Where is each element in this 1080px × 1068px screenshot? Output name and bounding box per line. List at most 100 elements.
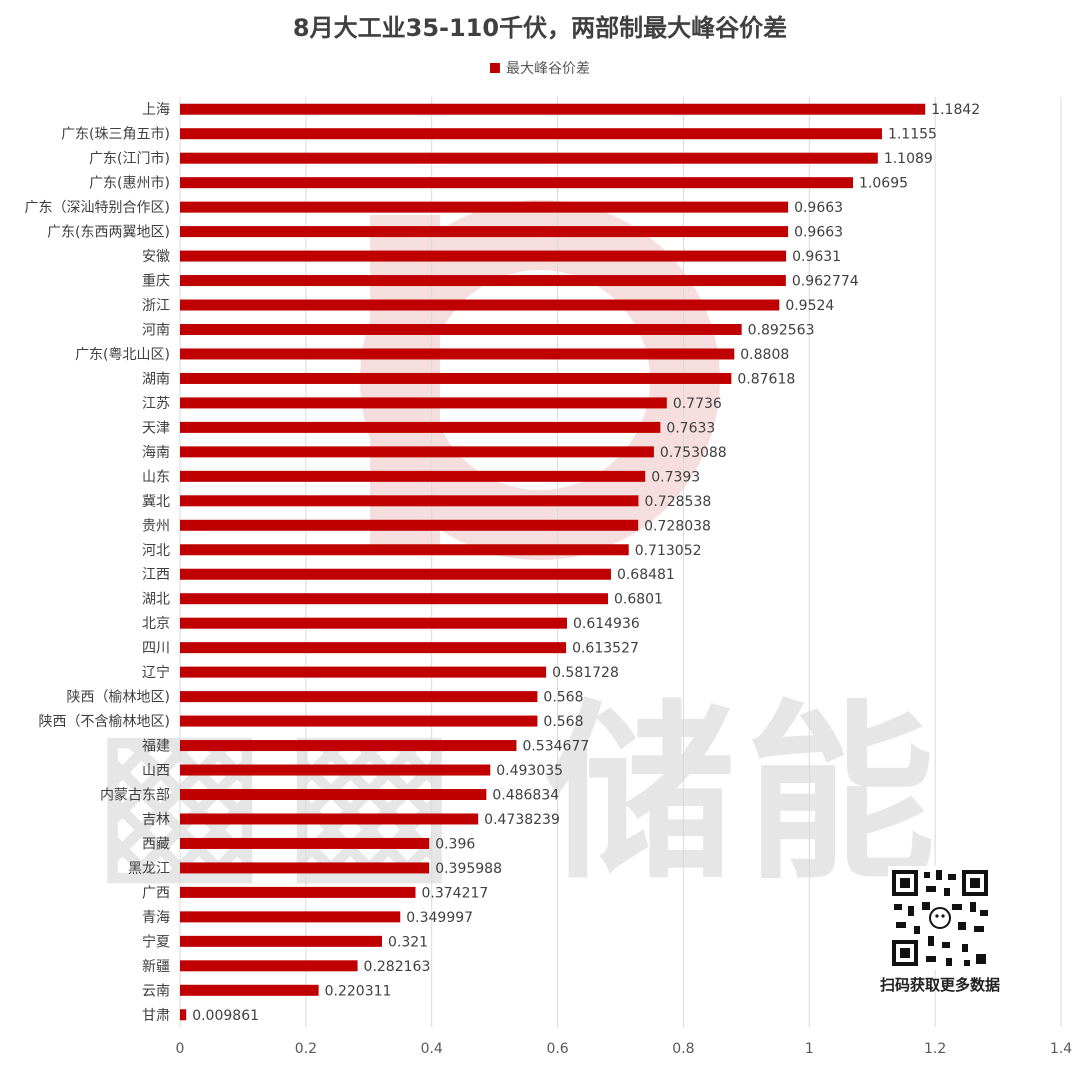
category-label: 内蒙古东部 [100, 788, 170, 804]
bar [180, 226, 789, 238]
data-label: 0.581728 [552, 665, 619, 681]
bar [180, 201, 789, 213]
category-label: 北京 [142, 616, 170, 632]
data-label: 0.6801 [614, 592, 663, 608]
category-label: 山西 [142, 763, 170, 779]
data-label: 0.4738239 [484, 812, 560, 828]
data-label: 0.613527 [572, 641, 639, 657]
x-tick-label: 1.4 [1050, 1041, 1072, 1057]
bar [180, 960, 358, 972]
bar [180, 666, 547, 678]
category-label: 湖南 [142, 371, 170, 387]
category-label: 黑龙江 [128, 861, 170, 877]
x-tick-label: 0.6 [546, 1041, 568, 1057]
category-label: 上海 [142, 102, 170, 118]
legend-label: 最大峰谷价差 [506, 61, 590, 77]
category-label: 广东(珠三角五市) [61, 126, 170, 143]
legend-swatch [490, 63, 500, 73]
category-label: 江苏 [142, 396, 170, 412]
data-label: 0.68481 [617, 567, 675, 583]
bar [180, 152, 878, 164]
bar [180, 177, 854, 189]
bar [180, 593, 608, 605]
category-label: 江西 [142, 567, 170, 583]
category-label: 宁夏 [142, 933, 170, 950]
bar [180, 348, 735, 360]
data-label: 0.374217 [421, 885, 488, 901]
category-label: 甘肃 [142, 1008, 170, 1024]
bar [180, 740, 517, 752]
bar [180, 103, 926, 115]
watermark-word: 储能 [545, 684, 946, 905]
bar [180, 470, 646, 482]
bar [180, 789, 487, 800]
data-label: 0.9663 [794, 200, 843, 216]
data-label: 0.9663 [794, 225, 843, 241]
bar [180, 397, 667, 409]
data-label: 0.713052 [635, 543, 702, 559]
data-label: 0.962774 [792, 274, 859, 290]
x-tick-label: 0.4 [421, 1041, 443, 1057]
qr-code-icon [888, 866, 992, 970]
category-label: 广东（深汕特别合作区) [25, 200, 170, 216]
bar [180, 984, 319, 996]
data-label: 0.7633 [666, 420, 715, 436]
category-label: 福建 [142, 739, 170, 755]
bar [180, 372, 732, 384]
bar [180, 642, 567, 654]
category-label: 吉林 [142, 812, 170, 828]
category-label: 重庆 [142, 274, 170, 290]
qr-caption: 扫码获取更多数据 [879, 976, 1000, 994]
category-label: 西藏 [142, 836, 170, 852]
bar [180, 519, 639, 531]
category-label: 四川 [142, 641, 170, 657]
data-label: 0.892563 [748, 323, 815, 339]
bar [180, 568, 611, 580]
data-label: 0.568 [543, 690, 583, 706]
data-label: 0.728538 [644, 494, 711, 510]
data-label: 0.7393 [651, 469, 700, 485]
category-label: 浙江 [142, 298, 170, 314]
data-label: 0.486834 [492, 788, 559, 804]
category-label: 湖北 [142, 592, 170, 608]
data-label: 0.321 [388, 934, 428, 950]
bar [180, 128, 882, 140]
data-label: 1.1842 [931, 102, 980, 118]
data-label: 0.8808 [740, 347, 789, 363]
category-label: 广东(惠州市) [89, 175, 170, 192]
category-label: 天津 [142, 420, 170, 436]
bar [180, 250, 787, 262]
category-label: 贵州 [142, 518, 170, 534]
bar [180, 446, 654, 458]
category-label: 海南 [142, 445, 170, 461]
category-label: 陕西（榆林地区) [67, 690, 170, 706]
category-label: 广西 [142, 885, 170, 901]
bar [180, 617, 567, 629]
data-label: 0.568 [543, 714, 583, 730]
x-tick-label: 0.2 [295, 1041, 317, 1057]
data-label: 0.009861 [192, 1008, 259, 1024]
x-tick-label: 0 [176, 1041, 185, 1057]
category-label: 河北 [142, 543, 170, 559]
qr-code-image[interactable] [888, 866, 992, 970]
x-tick-label: 1.2 [924, 1041, 946, 1057]
category-label: 陕西（不含榆林地区) [39, 714, 170, 730]
data-label: 0.534677 [522, 739, 589, 755]
bar [180, 299, 780, 311]
category-label: 云南 [142, 983, 170, 999]
bar [180, 1009, 187, 1021]
x-tick-label: 0.8 [672, 1041, 694, 1057]
data-label: 0.9524 [785, 298, 834, 314]
category-label: 冀北 [142, 494, 170, 510]
data-label: 0.220311 [325, 983, 392, 999]
data-label: 0.614936 [573, 616, 640, 632]
bar [180, 886, 416, 898]
bar [180, 324, 742, 335]
bar [180, 813, 479, 825]
category-label: 广东(粤北山区) [75, 347, 170, 363]
category-label: 广东(东西两翼地区) [47, 225, 170, 241]
bar [180, 911, 401, 923]
data-label: 0.753088 [660, 445, 727, 461]
data-label: 0.396 [435, 836, 475, 852]
